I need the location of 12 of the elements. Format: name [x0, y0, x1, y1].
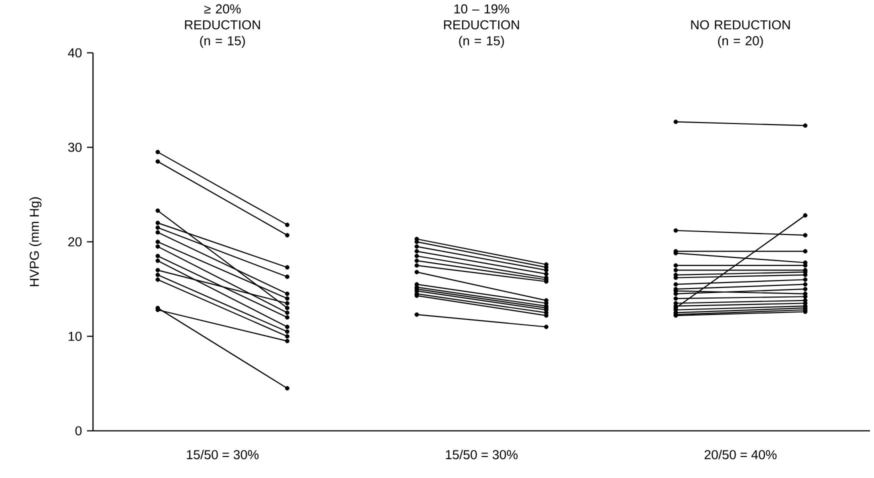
text: 15/50 = 30% — [446, 450, 518, 460]
text: 15/50 = 30% — [186, 450, 259, 460]
text: ≥ 20% REDUCTION (n = 15) — [185, 4, 260, 48]
text: NO REDUCTION (n = 20) — [691, 20, 790, 48]
y-tick-label: 10 — [68, 332, 82, 341]
y-axis-title: HVPG (mm Hg) — [29, 197, 42, 286]
y-tick-label: 40 — [68, 48, 82, 58]
y-tick-label: 30 — [68, 142, 82, 152]
text: 10 – 19% REDUCTION (n = 15) — [444, 4, 519, 48]
y-tick-label: 20 — [68, 237, 82, 246]
text: 20/50 = 40% — [704, 450, 777, 460]
y-tick-label: 0 — [75, 426, 82, 436]
